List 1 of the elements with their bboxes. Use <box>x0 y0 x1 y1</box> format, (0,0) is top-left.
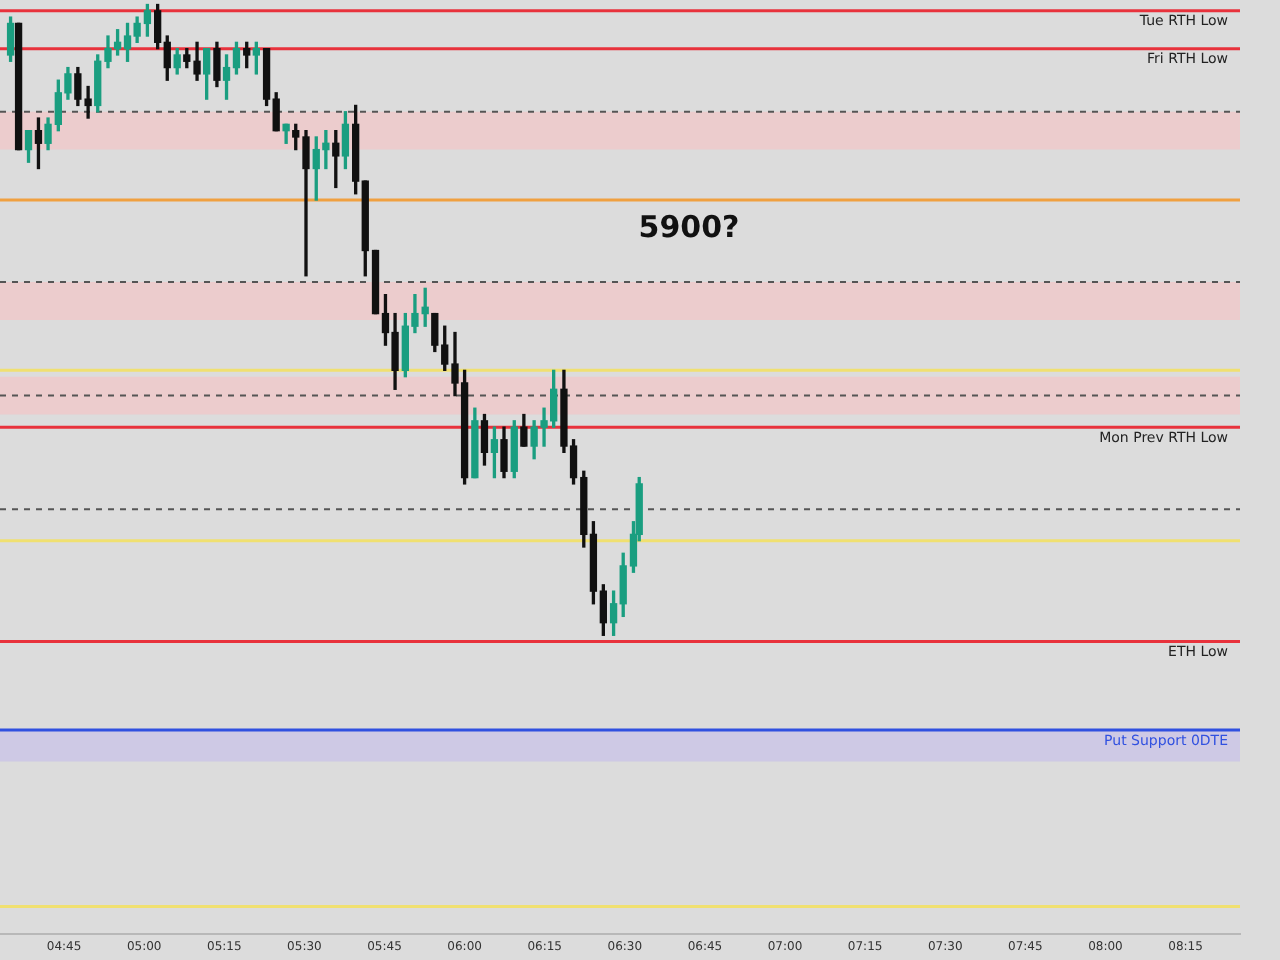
annotation: 5900? <box>638 208 740 245</box>
